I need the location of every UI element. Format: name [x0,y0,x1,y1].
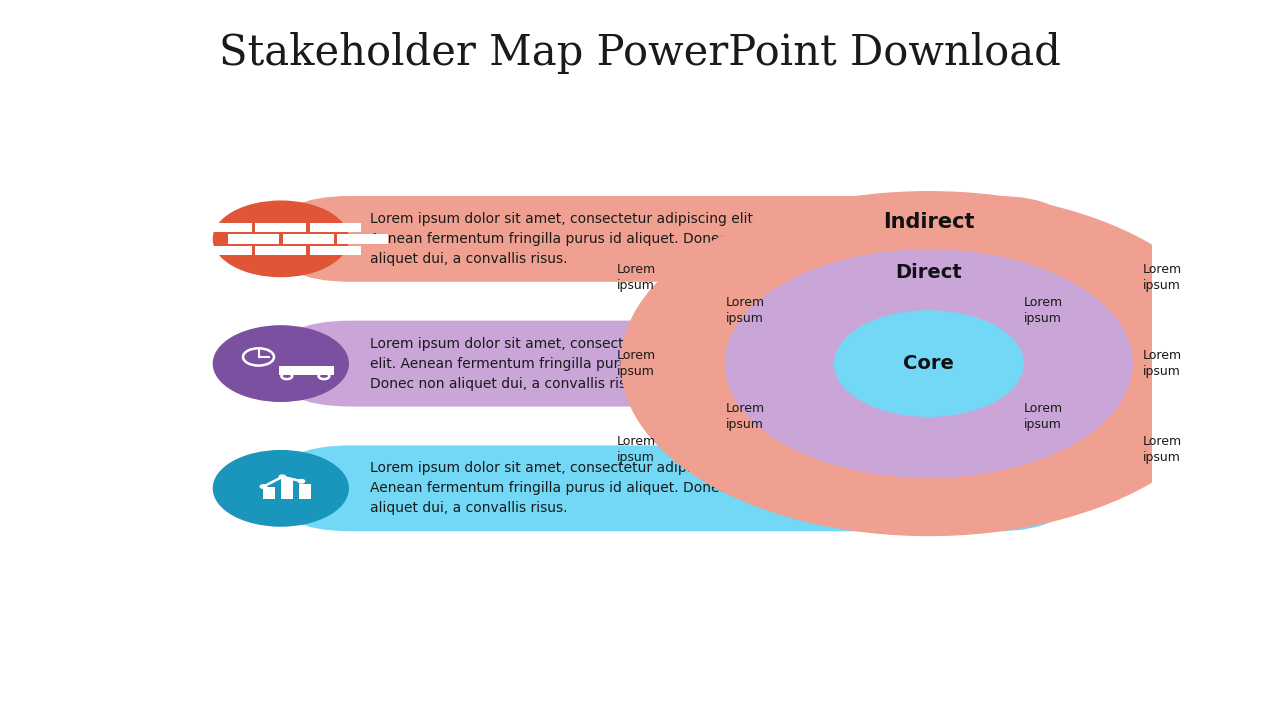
Text: Core: Core [904,354,954,373]
FancyBboxPatch shape [274,446,1073,531]
Bar [283,234,334,243]
Text: Lorem ipsum dolor sit amet, consectetur adipiscing elit.
Aenean fermentum fringi: Lorem ipsum dolor sit amet, consectetur … [370,212,758,266]
Circle shape [279,475,285,479]
Bar [317,366,334,375]
Bar [228,234,279,243]
Circle shape [214,326,348,401]
Bar [201,246,252,255]
Bar [201,222,252,232]
Text: Lorem
ipsum: Lorem ipsum [617,435,655,464]
Circle shape [214,451,348,526]
Circle shape [621,192,1236,536]
Bar [338,234,388,243]
Text: Lorem
ipsum: Lorem ipsum [1142,264,1181,292]
Bar [300,485,311,499]
Circle shape [214,201,348,276]
Text: Lorem
ipsum: Lorem ipsum [1142,435,1181,464]
Text: Lorem
ipsum: Lorem ipsum [617,349,655,378]
Bar [310,246,361,255]
Text: Lorem ipsum dolor sit amet, consectetur adipiscing elit.
Aenean fermentum fringi: Lorem ipsum dolor sit amet, consectetur … [370,462,758,516]
Circle shape [835,311,1023,416]
Bar [310,222,361,232]
Bar [256,222,306,232]
Circle shape [298,480,305,483]
Circle shape [260,485,266,488]
FancyBboxPatch shape [274,196,1073,282]
Bar [282,479,293,499]
Text: Indirect: Indirect [883,212,974,233]
Text: Lorem
ipsum: Lorem ipsum [1142,349,1181,378]
Text: Stakeholder Map PowerPoint Download: Stakeholder Map PowerPoint Download [219,32,1061,74]
Bar [264,487,275,499]
Circle shape [726,250,1133,477]
Text: Lorem
ipsum: Lorem ipsum [726,297,765,325]
Bar [279,366,317,375]
Text: Lorem
ipsum: Lorem ipsum [617,264,655,292]
FancyBboxPatch shape [274,320,1073,407]
Text: Lorem ipsum dolor sit amet, consectetur adipiscing
elit. Aenean fermentum fringi: Lorem ipsum dolor sit amet, consectetur … [370,336,727,391]
Text: Lorem
ipsum: Lorem ipsum [1023,297,1062,325]
Text: Lorem
ipsum: Lorem ipsum [726,402,765,431]
Text: Direct: Direct [896,263,963,282]
Bar [256,246,306,255]
Text: Lorem
ipsum: Lorem ipsum [1023,402,1062,431]
